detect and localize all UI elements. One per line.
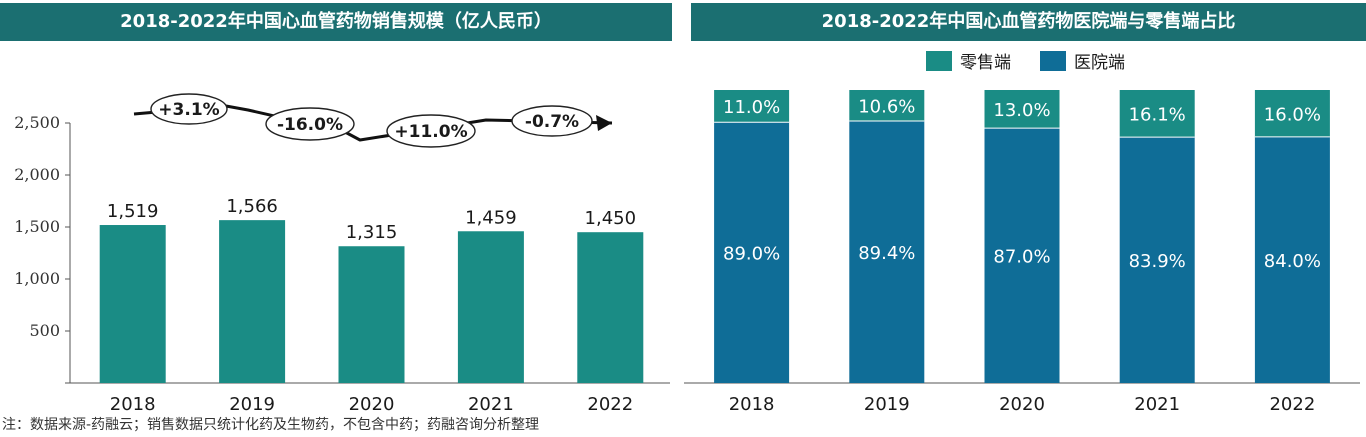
growth-label: +3.1%	[158, 100, 219, 120]
sales-scale-bar-chart: 500 1,000 1,500 2,000 2,500 1,519 2018 1,566 201…	[14, 93, 670, 412]
growth-callout	[511, 105, 593, 137]
retail-share-label: 10.6%	[858, 97, 915, 118]
y-tick-label: 2,000	[14, 165, 60, 184]
bar-retail-2021	[1119, 90, 1195, 138]
bar-hospital-2021	[1119, 137, 1195, 383]
bar-hospital-2019	[849, 121, 925, 384]
bar-2020	[338, 246, 405, 383]
x-tick-label: 2022	[587, 394, 633, 412]
hospital-share-label: 87.0%	[993, 247, 1050, 268]
y-tick-label: 2,500	[14, 113, 60, 132]
bar-2018	[99, 225, 166, 383]
growth-label: +11.0%	[394, 122, 467, 142]
x-tick-label: 2020	[999, 394, 1045, 412]
bar-hospital-2018	[714, 122, 790, 383]
legend-label-hospital: 医院端	[1074, 53, 1125, 73]
x-tick-label: 2019	[864, 394, 910, 412]
bar-hospital-2020	[984, 128, 1060, 383]
bar-retail-2022	[1254, 90, 1330, 137]
hospital-share-label: 89.4%	[858, 243, 915, 264]
growth-label: -0.7%	[525, 112, 579, 132]
left-chart-title: 2018-2022年中国心血管药物销售规模（亿人民币）	[0, 3, 672, 41]
growth-callout	[265, 107, 355, 141]
growth-arrow-head	[596, 115, 612, 131]
bar-2022	[577, 232, 644, 383]
bar-hospital-2022	[1254, 136, 1330, 383]
value-label: 1,459	[465, 207, 517, 228]
value-label: 1,315	[346, 222, 398, 243]
growth-trend-line	[133, 104, 613, 142]
hospital-share-label: 84.0%	[1264, 251, 1321, 272]
bar-retail-2019	[849, 90, 925, 122]
bar-retail-2018	[714, 90, 790, 123]
x-tick-label: 2021	[1134, 394, 1180, 412]
hospital-share-label: 89.0%	[723, 244, 780, 265]
right-chart-title: 2018-2022年中国心血管药物医院端与零售端占比	[691, 3, 1366, 41]
bar-2021	[457, 231, 524, 383]
hospital-share-label: 83.9%	[1129, 251, 1186, 272]
channel-share-stacked-chart: 零售端 医院端 11.0% 89.0% 2018 10.6% 89.4% 2019 13.0% 8…	[684, 51, 1360, 412]
x-tick-label: 2021	[468, 394, 514, 412]
growth-callout	[386, 114, 476, 148]
x-tick-label: 2018	[729, 394, 775, 412]
legend-swatch-hospital	[1040, 51, 1066, 71]
y-tick-label: 500	[29, 321, 60, 340]
growth-label: -16.0%	[277, 115, 343, 135]
retail-share-label: 11.0%	[723, 97, 780, 118]
legend-label-retail: 零售端	[960, 53, 1011, 73]
footnote: 注：数据来源-药融云；销售数据只统计化药及生物药，不包含中药；药融咨询分析整理	[2, 417, 540, 433]
bar-retail-2020	[984, 90, 1060, 129]
value-label: 1,450	[585, 208, 637, 229]
legend-swatch-retail	[926, 51, 952, 71]
value-label: 1,519	[107, 201, 159, 222]
bar-2019	[219, 220, 286, 383]
value-label: 1,566	[226, 196, 278, 217]
y-tick-label: 1,000	[14, 269, 60, 288]
x-tick-label: 2020	[349, 394, 395, 412]
y-tick-label: 1,500	[14, 217, 60, 236]
x-tick-label: 2019	[229, 394, 275, 412]
growth-callout	[150, 93, 228, 125]
x-tick-label: 2022	[1269, 394, 1315, 412]
retail-share-label: 16.0%	[1264, 104, 1321, 125]
retail-share-label: 13.0%	[993, 100, 1050, 121]
retail-share-label: 16.1%	[1129, 105, 1186, 126]
x-tick-label: 2018	[110, 394, 156, 412]
